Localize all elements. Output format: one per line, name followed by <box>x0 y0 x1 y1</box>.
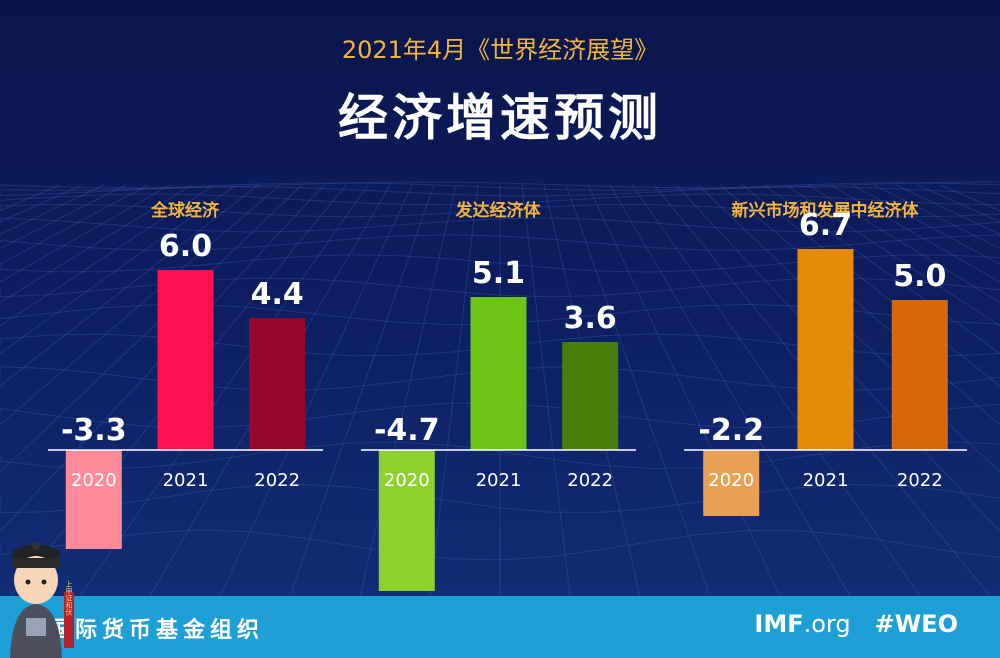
mascot-illustration: 上甲证和伏 <box>10 542 74 658</box>
category-label: 2020 <box>384 470 430 491</box>
chart-panel: 发达经济体 -4.7 2020 5.1 2021 3.6 2022 <box>361 200 636 591</box>
mesh-line <box>0 234 1000 251</box>
bar <box>470 297 527 450</box>
mesh-line <box>289 184 435 597</box>
mesh-line <box>0 184 281 426</box>
footer-links: IMF.org #WEO <box>754 610 958 638</box>
mesh-line <box>0 184 193 304</box>
category-label: 2021 <box>476 470 522 491</box>
mesh-line <box>0 184 259 387</box>
category-label: 2020 <box>71 470 117 491</box>
panel-title: 新兴市场和发展中经济体 <box>732 200 920 221</box>
mascot-scroll <box>64 592 74 648</box>
bar <box>797 249 854 450</box>
hashtag-link[interactable]: #WEO <box>874 610 958 638</box>
bar-value-label: -2.2 <box>698 413 764 448</box>
panel-title: 发达经济体 <box>455 200 542 221</box>
bar <box>378 450 435 591</box>
mesh-line <box>631 184 921 597</box>
category-label: 2021 <box>163 470 209 491</box>
mesh-line <box>0 217 1000 233</box>
bar <box>249 318 306 450</box>
mesh-line <box>0 483 1000 514</box>
chart-title: 经济增速预测 <box>338 89 662 147</box>
bar <box>157 270 214 450</box>
category-label: 2022 <box>254 470 300 491</box>
mesh-line <box>359 184 457 597</box>
panel-title: 全球经济 <box>150 200 220 221</box>
bar <box>65 450 122 549</box>
mesh-line <box>0 203 1000 218</box>
mascot-hat-brim <box>12 558 60 568</box>
mesh-line <box>0 184 237 355</box>
bar <box>562 342 619 450</box>
bar-value-label: 3.6 <box>564 301 617 336</box>
mascot-stamp-text: 上甲证和伏 <box>65 580 73 617</box>
mesh-line <box>0 181 1000 189</box>
mesh-line <box>0 529 1000 561</box>
bar-value-label: -3.3 <box>61 413 127 448</box>
footer-org-name: 国际货币基金组织 <box>48 618 265 643</box>
mesh-line <box>851 184 1000 265</box>
bar <box>703 450 760 516</box>
mesh-line <box>521 184 571 597</box>
mascot-badge <box>26 618 46 636</box>
category-label: 2021 <box>803 470 849 491</box>
site-suffix: .org <box>803 610 851 638</box>
mesh-line <box>79 184 369 597</box>
mascot-hat-knob <box>32 542 40 550</box>
mesh-line <box>807 184 1000 304</box>
mesh-line <box>785 184 1000 327</box>
chart-panels: 全球经济 -3.3 2020 6.0 2021 4.4 2022 发达经济体 -4.7 2020 5… <box>48 200 967 591</box>
mesh-line <box>763 184 1000 355</box>
mesh-line <box>0 186 1000 197</box>
bar-value-label: 5.1 <box>472 256 525 291</box>
bar <box>891 300 948 450</box>
mesh-line <box>675 184 1000 533</box>
chart-subtitle: 2021年4月《世界经济展望》 <box>341 36 659 64</box>
mesh-line <box>0 184 303 474</box>
chart-panel: 全球经济 -3.3 2020 6.0 2021 4.4 2022 <box>48 200 323 549</box>
bar-value-label: 6.7 <box>799 208 852 243</box>
category-label: 2022 <box>567 470 613 491</box>
mesh-line <box>219 184 413 597</box>
mascot-eye-left <box>25 579 31 585</box>
category-label: 2020 <box>708 470 754 491</box>
bar-value-label: -4.7 <box>374 413 440 448</box>
site-main: IMF <box>754 610 804 638</box>
chart-panel: 新兴市场和发展中经济体 -2.2 2020 6.7 2021 5.0 2022 <box>684 200 967 516</box>
mesh-line <box>0 182 1000 191</box>
mesh-line <box>829 184 1000 283</box>
footer-band: 国际货币基金组织 IMF.org #WEO <box>0 596 1000 658</box>
bar-value-label: 4.4 <box>251 277 304 312</box>
mesh-line <box>609 184 851 597</box>
bar-value-label: 6.0 <box>159 229 212 264</box>
category-label: 2022 <box>897 470 943 491</box>
mesh-line <box>565 184 711 597</box>
mesh-line <box>0 184 171 283</box>
mesh-line <box>0 184 149 265</box>
mesh-line <box>0 193 1000 206</box>
mesh-line <box>587 184 781 597</box>
mesh-line <box>429 184 479 597</box>
mascot-eye-right <box>41 579 47 585</box>
site-link[interactable]: IMF.org <box>754 610 850 638</box>
mesh-line <box>0 184 325 533</box>
mesh-line <box>0 184 215 327</box>
bar-value-label: 5.0 <box>893 259 946 294</box>
